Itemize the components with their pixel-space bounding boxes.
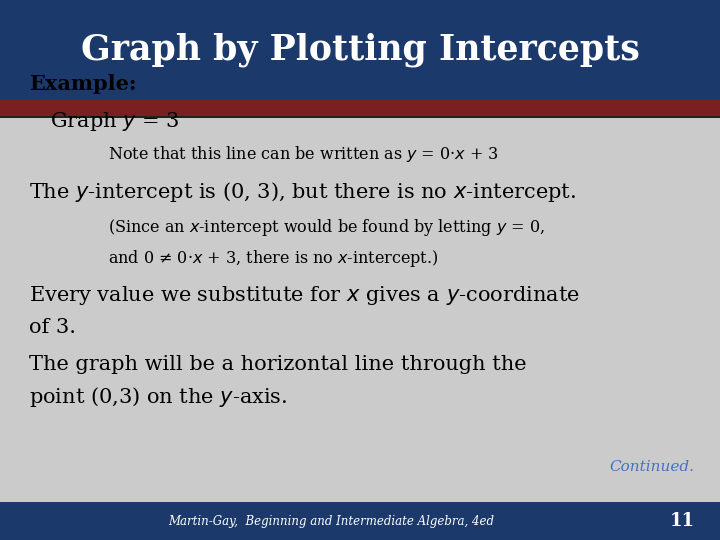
Text: Example:: Example: — [29, 73, 136, 94]
Bar — [0, 116, 720, 118]
Bar — [0, 502, 720, 540]
Text: Continued.: Continued. — [610, 460, 695, 474]
Text: The $y$-intercept is (0, 3), but there is no $x$-intercept.: The $y$-intercept is (0, 3), but there i… — [29, 180, 576, 204]
Bar — [0, 100, 720, 116]
Text: of 3.: of 3. — [29, 318, 76, 338]
Text: Graph by Plotting Intercepts: Graph by Plotting Intercepts — [81, 33, 639, 67]
Text: Every value we substitute for $x$ gives a $y$-coordinate: Every value we substitute for $x$ gives … — [29, 285, 580, 307]
Text: and 0 ≠ 0·$x$ + 3, there is no $x$-intercept.): and 0 ≠ 0·$x$ + 3, there is no $x$-inter… — [108, 248, 438, 268]
Text: The graph will be a horizontal line through the: The graph will be a horizontal line thro… — [29, 355, 526, 374]
Text: Graph $y$ = 3: Graph $y$ = 3 — [50, 110, 180, 133]
Text: Note that this line can be written as $y$ = 0·$x$ + 3: Note that this line can be written as $y… — [108, 144, 499, 164]
Text: (Since an $x$-intercept would be found by letting $y$ = 0,: (Since an $x$-intercept would be found b… — [108, 218, 545, 238]
Text: 11: 11 — [670, 512, 695, 530]
Bar — [0, 0, 720, 100]
Text: Martin-Gay,  Beginning and Intermediate Algebra, 4ed: Martin-Gay, Beginning and Intermediate A… — [168, 515, 494, 528]
Text: point (0,3) on the $y$-axis.: point (0,3) on the $y$-axis. — [29, 385, 287, 409]
